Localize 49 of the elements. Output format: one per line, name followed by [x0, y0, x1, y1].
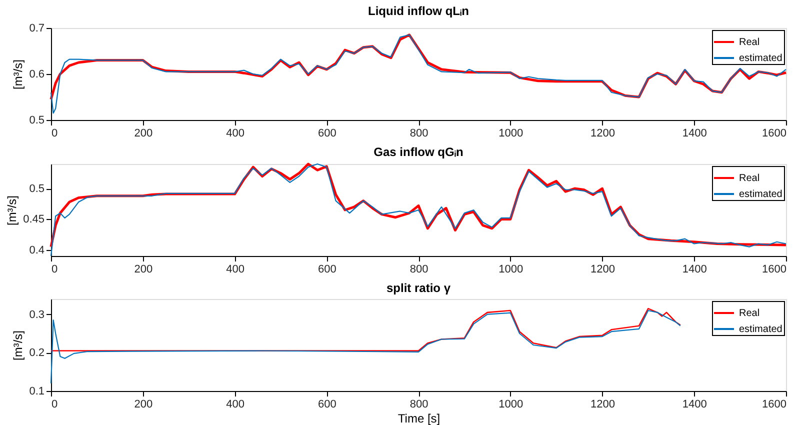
chart-title: Gas inflow qGᵢn — [374, 144, 464, 159]
x-tick-label: 600 — [318, 398, 336, 410]
x-tick-label: 1400 — [682, 128, 707, 140]
legend-label: estimated — [739, 189, 782, 200]
y-axis-title: [m³/s] — [5, 196, 20, 226]
y-tick-label: 0.4 — [29, 244, 44, 256]
legend-label: estimated — [739, 53, 782, 64]
x-tick-label: 0 — [52, 264, 58, 276]
legend-label: Real — [739, 37, 760, 48]
x-tick-label: 1000 — [498, 264, 524, 276]
x-tick-label: 1600 — [762, 128, 786, 140]
x-tick-label: 600 — [318, 128, 336, 140]
y-tick-label: 0.5 — [29, 114, 44, 126]
x-tick-label: 800 — [410, 264, 428, 276]
x-tick-label: 1200 — [590, 128, 615, 140]
x-tick-label: 0 — [52, 398, 58, 410]
y-tick-label: 0.5 — [29, 183, 44, 196]
x-tick-label: 1600 — [762, 398, 786, 410]
x-tick-label: 200 — [134, 398, 153, 410]
x-tick-label: 400 — [226, 128, 244, 140]
chart-title: split ratio γ — [386, 281, 451, 295]
y-tick-label: 0.2 — [29, 347, 44, 360]
x-tick-label: 800 — [410, 398, 428, 410]
y-tick-label: 0.45 — [23, 214, 44, 226]
x-tick-label: 200 — [134, 128, 153, 140]
y-tick-label: 0.3 — [29, 308, 44, 321]
y-tick-label: 0.6 — [29, 68, 44, 80]
y-axis-title: [m³/s] — [11, 330, 26, 360]
x-tick-label: 1400 — [682, 264, 707, 276]
legend-label: Real — [739, 173, 760, 184]
y-tick-label: 0.7 — [29, 22, 44, 34]
legend-label: estimated — [739, 324, 782, 335]
legend-label: Real — [739, 308, 760, 319]
x-tick-label: 600 — [318, 264, 336, 276]
x-tick-label: 1400 — [682, 398, 707, 410]
x-tick-label: 1000 — [498, 398, 524, 410]
x-tick-label: 1200 — [590, 264, 615, 276]
x-tick-label: 1200 — [590, 398, 615, 410]
x-axis-title: Time [s] — [398, 412, 440, 425]
x-tick-label: 400 — [226, 398, 244, 410]
x-tick-label: 800 — [410, 128, 428, 140]
x-tick-label: 200 — [134, 264, 153, 276]
y-axis-title: [m³/s] — [11, 60, 26, 90]
y-tick-label: 0.1 — [29, 386, 44, 398]
x-tick-label: 0 — [52, 128, 58, 140]
x-tick-label: 400 — [226, 264, 244, 276]
x-tick-label: 1000 — [498, 128, 524, 140]
x-tick-label: 1600 — [762, 264, 786, 276]
chart-title: Liquid inflow qLᵢn — [368, 4, 469, 18]
